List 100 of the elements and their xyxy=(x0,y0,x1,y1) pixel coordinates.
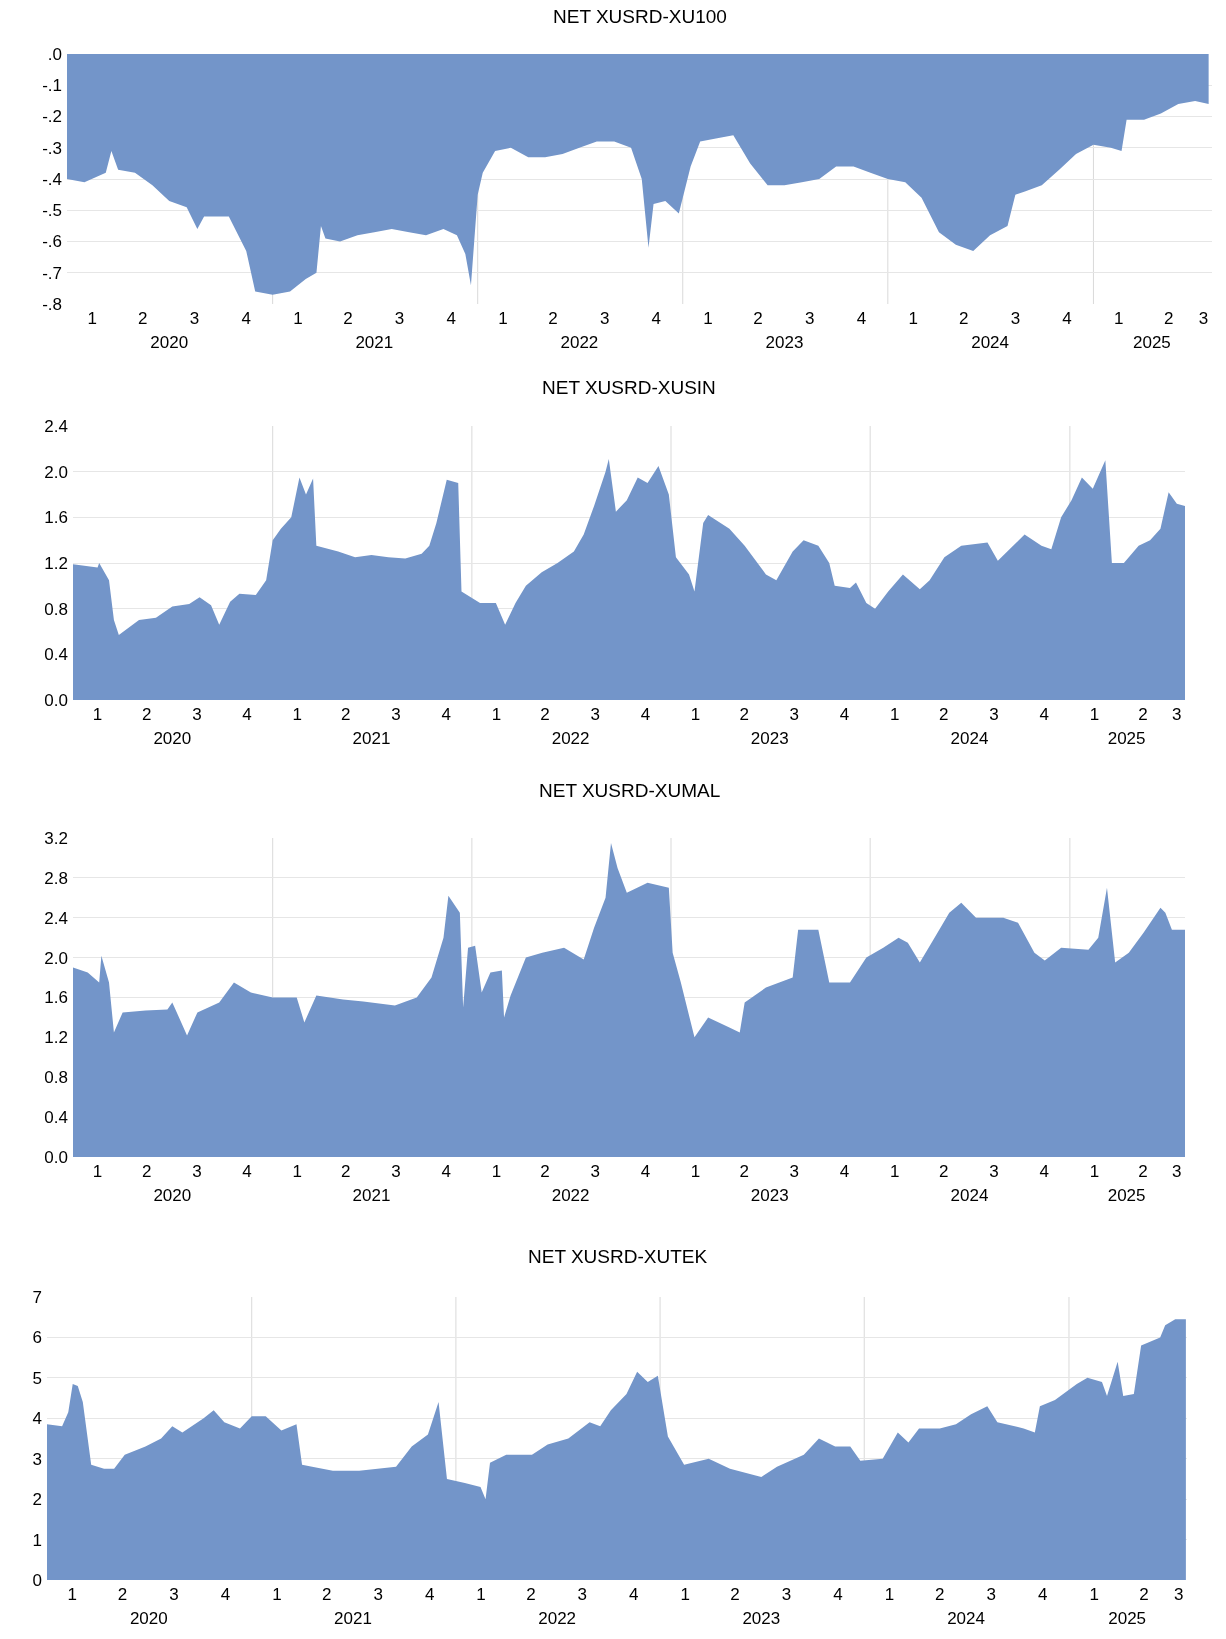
x-tick-label: 1 xyxy=(1114,309,1124,328)
y-tick-label: 1.6 xyxy=(44,988,68,1008)
x-tick-label: 3 xyxy=(590,1162,600,1181)
x-tick-label: 4 xyxy=(441,1162,451,1181)
x-tick-label: 2 xyxy=(1138,1162,1148,1181)
x2-tick-label: 2020 xyxy=(150,333,189,352)
x-tick-label: 3 xyxy=(391,705,401,724)
x-tick-label: 1 xyxy=(908,309,918,328)
x2-tick-label: 2021 xyxy=(352,1186,391,1205)
x-tick-label: 3 xyxy=(189,309,200,328)
x-tick-label: 1 xyxy=(690,1162,701,1181)
y-tick-label: 2.0 xyxy=(44,948,68,968)
x2-tick-label: 2024 xyxy=(971,333,1009,352)
x-tick-label: 4 xyxy=(242,705,252,724)
x-tick-label: 3 xyxy=(599,309,610,328)
x-tick-label: 4 xyxy=(446,309,457,328)
y-tick-label: 2.4 xyxy=(44,416,68,436)
x-tick-label: 4 xyxy=(241,309,251,328)
x2-tick-label: 2022 xyxy=(551,729,590,748)
x2-tick-label: 2023 xyxy=(750,1186,789,1205)
x-tick-label: 1 xyxy=(680,1585,690,1604)
x-tick-label: 3 xyxy=(1172,705,1182,724)
x-tick-label: 2 xyxy=(739,1162,749,1181)
x-tick-label: 3 xyxy=(989,705,999,724)
x-tick-label: 2 xyxy=(540,705,550,724)
x-tick-label: 3 xyxy=(373,1585,383,1604)
x-tick-label: 2 xyxy=(1164,309,1174,328)
chart-title: NET XUSRD-XUTEK xyxy=(528,1246,708,1267)
y-tick-label: 0 xyxy=(32,1570,42,1590)
x-tick-label: 1 xyxy=(491,705,502,724)
y-tick-label: -.1 xyxy=(42,76,62,96)
chart-title: NET XUSRD-XUMAL xyxy=(539,780,721,801)
y-tick-label: 3 xyxy=(32,1449,42,1469)
x-tick-label: 1 xyxy=(92,1162,103,1181)
x-tick-label: 1 xyxy=(272,1585,282,1604)
y-tick-label: 2.4 xyxy=(44,908,68,928)
x-tick-label: 4 xyxy=(1039,705,1049,724)
x-tick-label: 2 xyxy=(141,1162,152,1181)
x2-tick-label: 2021 xyxy=(334,1609,372,1628)
x-tick-label: 3 xyxy=(391,1162,401,1181)
x-tick-label: 3 xyxy=(1173,1585,1184,1604)
x2-tick-label: 2025 xyxy=(1107,1186,1146,1205)
x-tick-label: 3 xyxy=(577,1585,588,1604)
x-tick-label: 4 xyxy=(833,1585,843,1604)
x-tick-label: 1 xyxy=(1089,1162,1100,1181)
y-tick-label: 4 xyxy=(32,1409,42,1429)
x-tick-label: 3 xyxy=(1010,309,1021,328)
y-tick-label: 0.4 xyxy=(44,645,68,665)
x-tick-label: 3 xyxy=(192,705,202,724)
x2-tick-label: 2024 xyxy=(950,1186,989,1205)
x-tick-label: 3 xyxy=(192,1162,202,1181)
x-tick-label: 4 xyxy=(839,1162,850,1181)
x-tick-label: 3 xyxy=(805,309,815,328)
y-tick-label: 2 xyxy=(32,1490,42,1510)
y-tick-label: 5 xyxy=(32,1368,42,1388)
y-tick-label: 1 xyxy=(32,1530,42,1550)
y-tick-label: 0.8 xyxy=(44,1068,68,1088)
x-tick-label: 3 xyxy=(1172,1162,1182,1181)
x-tick-label: 2 xyxy=(1138,705,1148,724)
x-tick-label: 4 xyxy=(242,1162,252,1181)
x2-tick-label: 2020 xyxy=(153,1186,192,1205)
x-tick-label: 3 xyxy=(789,1162,800,1181)
x-tick-label: 2 xyxy=(958,309,969,328)
x-tick-label: 3 xyxy=(169,1585,179,1604)
x-tick-label: 3 xyxy=(789,705,800,724)
x-tick-label: 1 xyxy=(293,309,303,328)
x-tick-label: 4 xyxy=(629,1585,639,1604)
chart-title: NET XUSRD-XUSIN xyxy=(542,377,716,398)
y-tick-label: 0.0 xyxy=(44,1147,68,1167)
y-tick-label: 0.4 xyxy=(44,1108,68,1128)
x-tick-label: 2 xyxy=(341,705,351,724)
y-tick-label: 0.0 xyxy=(44,690,68,710)
y-tick-label: 7 xyxy=(32,1287,42,1307)
x-tick-label: 4 xyxy=(856,309,867,328)
y-tick-label: 3.2 xyxy=(44,828,68,848)
y-tick-label: -.8 xyxy=(42,294,62,314)
y-tick-label: 6 xyxy=(32,1328,42,1348)
x-tick-label: 1 xyxy=(491,1162,502,1181)
x-tick-label: 1 xyxy=(476,1585,486,1604)
x-tick-label: 2 xyxy=(341,1162,351,1181)
y-tick-label: -.7 xyxy=(42,263,62,283)
x2-tick-label: 2025 xyxy=(1107,729,1146,748)
y-tick-label: 0.8 xyxy=(44,599,68,619)
x2-tick-label: 2022 xyxy=(551,1186,590,1205)
y-tick-label: -.4 xyxy=(42,169,62,189)
x2-tick-label: 2021 xyxy=(355,333,394,352)
y-tick-label: 1.2 xyxy=(44,553,68,573)
x-tick-label: 1 xyxy=(498,309,508,328)
x-tick-label: 4 xyxy=(1037,1585,1048,1604)
x2-tick-label: 2023 xyxy=(750,729,789,748)
x-tick-label: 1 xyxy=(292,705,302,724)
x-tick-label: 2 xyxy=(939,1162,949,1181)
x-tick-label: 2 xyxy=(939,705,949,724)
x2-tick-label: 2022 xyxy=(560,333,599,352)
x-tick-label: 1 xyxy=(92,705,103,724)
y-tick-label: -.2 xyxy=(42,107,62,127)
x-tick-label: 3 xyxy=(394,309,405,328)
x-tick-label: 1 xyxy=(703,309,713,328)
x-tick-label: 3 xyxy=(986,1585,996,1604)
x-tick-label: 1 xyxy=(1089,705,1100,724)
